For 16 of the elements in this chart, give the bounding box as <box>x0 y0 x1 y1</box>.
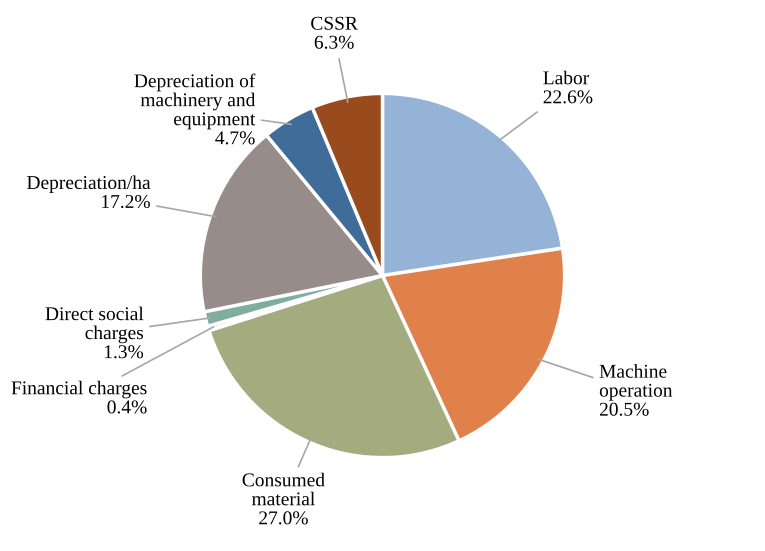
data-label: 20.5% <box>600 402 649 416</box>
data-label: 6.3% <box>314 36 354 49</box>
slice-label: Direct social charges <box>46 306 144 344</box>
data-label: 1.3% <box>104 345 144 358</box>
slice-label: Machine operation <box>600 364 672 401</box>
slice-label: Depreciation/ha <box>27 175 150 193</box>
data-label: 0.4% <box>107 400 147 414</box>
data-label: 22.6% <box>544 90 592 104</box>
data-label: 27.0% <box>259 511 308 524</box>
slice-label: Labor <box>543 70 590 84</box>
data-label: 4.7% <box>215 131 255 144</box>
data-label: 17.2% <box>102 194 150 208</box>
slice-label: CSSR <box>311 16 358 30</box>
slice-label: Consumed material <box>242 472 325 506</box>
slice-label: Financial charges <box>12 380 147 398</box>
slice-label: Depreciation of machinery and equipment <box>134 73 256 130</box>
